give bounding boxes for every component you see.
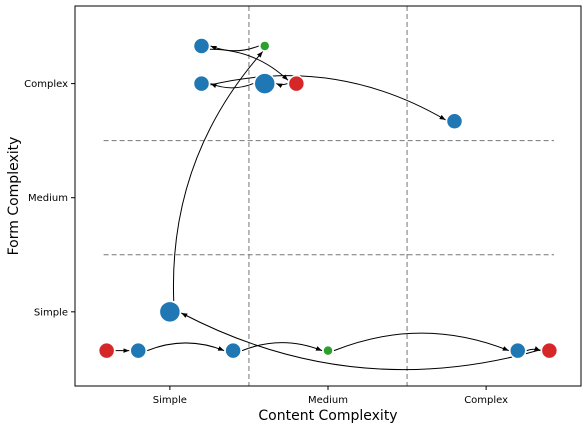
point-p8 [194, 38, 210, 54]
x-tick-label: Simple [153, 395, 187, 406]
point-p5 [510, 343, 526, 359]
y-tick-label: Simple [34, 307, 68, 318]
point-p2 [130, 343, 146, 359]
point-p4 [323, 346, 333, 356]
point-p3 [225, 343, 241, 359]
point-p9 [260, 41, 270, 51]
point-p11 [254, 73, 275, 94]
y-axis-label: Form Complexity [6, 137, 22, 256]
point-p13 [447, 113, 463, 129]
y-tick-label: Medium [28, 193, 68, 204]
x-tick-label: Complex [464, 395, 508, 406]
y-tick-label: Complex [24, 79, 68, 90]
point-p7 [159, 301, 180, 322]
x-tick-label: Medium [308, 395, 348, 406]
point-p12 [288, 76, 304, 92]
point-p10 [194, 76, 210, 92]
x-axis-label: Content Complexity [258, 408, 397, 424]
point-p1 [99, 343, 115, 359]
point-p6 [541, 343, 557, 359]
